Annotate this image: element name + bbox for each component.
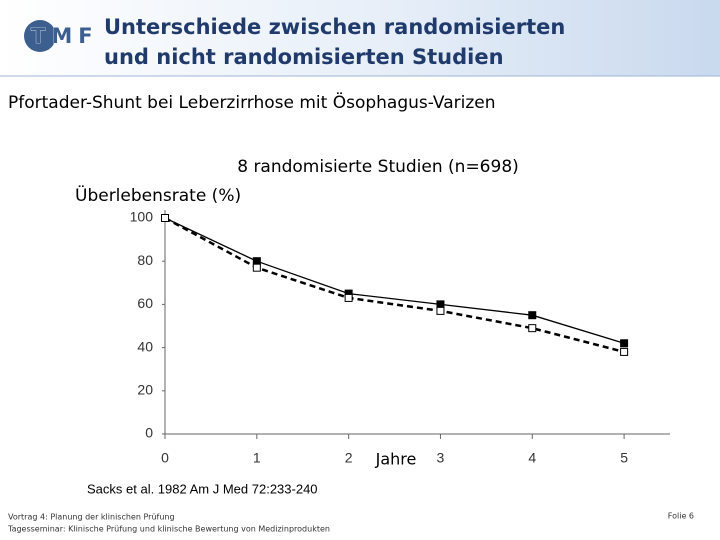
footer-line: Vortrag 4: Planung der klinischen Prüfun… [8, 513, 175, 522]
data-point [436, 300, 445, 309]
y-tick-label: 20 [137, 382, 153, 398]
y-axis-label: Überlebensrate (%) [75, 184, 241, 206]
title-line: Unterschiede zwischen randomisierten [104, 15, 565, 39]
citation: Sacks et al. 1982 Am J Med 72:233-240 [87, 481, 318, 496]
subtitle: Pfortader-Shunt bei Leberzirrhose mit Ös… [8, 91, 495, 113]
logo: TMF [31, 24, 99, 48]
x-tick-label: 5 [620, 450, 628, 466]
logo-circle [24, 20, 56, 52]
x-axis-label: Jahre [375, 450, 417, 469]
y-tick-label: 60 [137, 295, 153, 311]
footer-line: Tagesseminar: Klinische Prüfung und klin… [7, 525, 330, 534]
x-tick-label: 2 [345, 450, 353, 466]
header-band [0, 0, 720, 76]
data-point [528, 324, 537, 333]
data-point [344, 293, 353, 302]
series-line [164, 216, 625, 354]
x-tick-label: 3 [437, 450, 445, 466]
x-tick-label: 0 [161, 450, 169, 466]
chart-title: 8 randomisierte Studien (n=698) [237, 157, 519, 177]
data-point [252, 263, 261, 272]
x-tick-label: 1 [253, 450, 261, 466]
y-tick-label: 100 [130, 209, 154, 225]
data-point [436, 306, 445, 315]
data-point [620, 347, 629, 356]
y-tick-label: 0 [145, 425, 153, 441]
data-point [161, 214, 169, 222]
series-line [164, 217, 625, 344]
data-point [528, 311, 537, 320]
y-tick-label: 40 [137, 338, 153, 354]
y-tick-label: 80 [137, 252, 153, 268]
page-number: Folie 6 [668, 512, 694, 521]
data-point [252, 257, 261, 266]
x-tick-label: 4 [528, 450, 536, 466]
title-line: und nicht randomisierten Studien [104, 45, 504, 69]
data-point [620, 339, 629, 348]
